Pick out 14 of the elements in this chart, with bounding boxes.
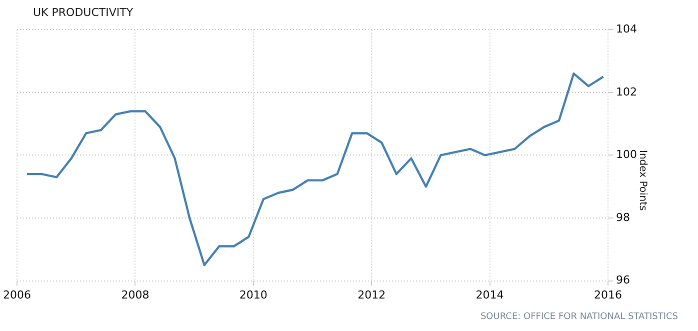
chart-title: UK PRODUCTIVITY (33, 6, 134, 19)
y-tick-label: 104 (616, 22, 638, 36)
x-tick-label: 2010 (239, 288, 268, 302)
x-tick-label: 2014 (476, 288, 504, 302)
x-tick-label: 2016 (594, 288, 622, 302)
y-tick-label: 96 (616, 274, 630, 287)
y-tick-label: 102 (616, 85, 638, 98)
y-axis-title: Index Points (637, 150, 648, 211)
x-tick-label: 2008 (121, 288, 150, 302)
y-tick-label: 100 (616, 148, 638, 162)
x-tick-label: 2012 (358, 288, 386, 302)
source-note: SOURCE: OFFICE FOR NATIONAL STATISTICS (480, 312, 678, 322)
y-tick-label: 98 (616, 210, 630, 224)
x-tick-label: 2006 (2, 288, 31, 302)
